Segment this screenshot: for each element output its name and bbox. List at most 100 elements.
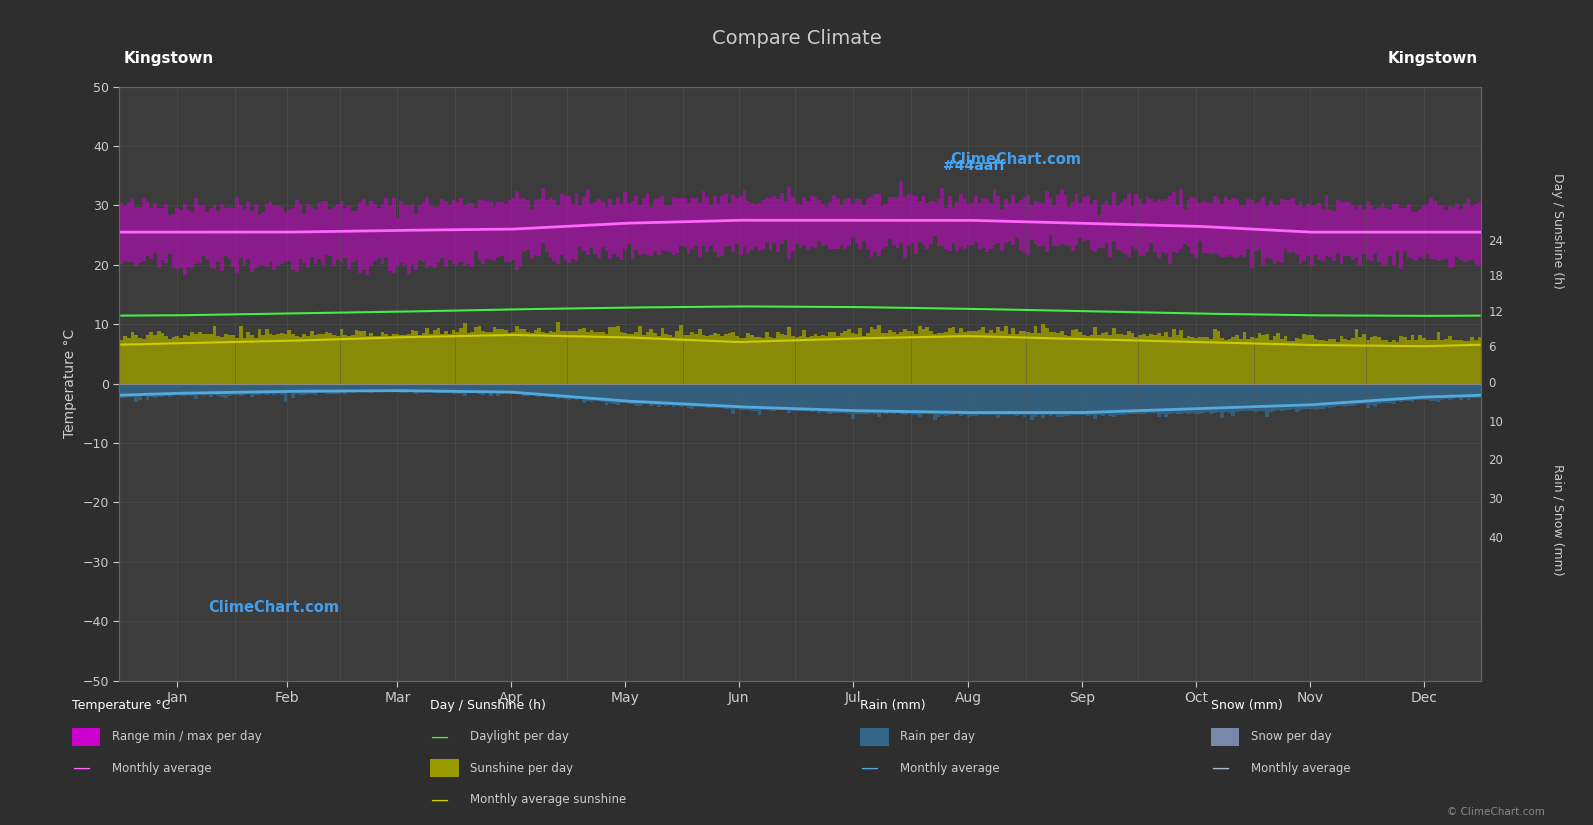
Bar — [425, 197, 429, 268]
Bar — [250, 211, 253, 272]
Bar — [1251, 337, 1254, 384]
Bar — [1145, 336, 1150, 384]
Bar — [1023, 197, 1026, 253]
Bar — [1292, 384, 1295, 409]
Bar — [314, 209, 317, 264]
Bar — [1437, 384, 1440, 402]
Bar — [1228, 384, 1231, 412]
Bar — [1262, 384, 1265, 411]
Bar — [601, 202, 605, 247]
Bar — [1137, 200, 1142, 256]
Bar — [650, 384, 653, 406]
Bar — [325, 384, 328, 394]
Bar — [350, 210, 355, 262]
Bar — [1362, 334, 1365, 384]
Bar — [881, 206, 884, 248]
Bar — [870, 384, 873, 413]
Bar — [884, 384, 889, 414]
Bar — [1295, 205, 1298, 255]
Bar — [1306, 204, 1309, 257]
Bar — [276, 334, 280, 384]
Bar — [559, 384, 564, 398]
Bar — [511, 332, 515, 384]
Bar — [851, 333, 854, 384]
Bar — [1287, 342, 1292, 384]
Bar — [500, 328, 503, 384]
Bar — [306, 204, 309, 268]
Bar — [1440, 384, 1445, 400]
Bar — [865, 333, 870, 384]
Bar — [1351, 338, 1354, 384]
Bar — [970, 331, 973, 384]
Text: —: — — [860, 759, 878, 777]
Bar — [298, 337, 303, 384]
Bar — [411, 330, 414, 384]
Bar — [1373, 210, 1376, 254]
Bar — [411, 205, 414, 265]
Bar — [1042, 203, 1045, 246]
Bar — [1109, 384, 1112, 417]
Bar — [470, 384, 475, 393]
Bar — [1082, 197, 1086, 241]
Bar — [191, 384, 194, 396]
Bar — [486, 332, 489, 384]
Bar — [378, 209, 381, 257]
Bar — [1059, 384, 1064, 417]
Bar — [1429, 199, 1434, 259]
Bar — [1284, 384, 1287, 410]
Bar — [1112, 384, 1115, 417]
Bar — [478, 327, 481, 384]
Bar — [247, 332, 250, 384]
Bar — [470, 332, 475, 384]
Bar — [1384, 384, 1388, 403]
Bar — [1059, 331, 1064, 384]
Bar — [903, 384, 906, 415]
Bar — [575, 331, 578, 384]
Bar — [1303, 334, 1306, 384]
Bar — [586, 384, 589, 400]
Bar — [1078, 384, 1082, 415]
Bar — [881, 333, 884, 384]
Bar — [548, 332, 553, 384]
Bar — [836, 336, 840, 384]
Bar — [1321, 384, 1325, 409]
Bar — [1478, 337, 1481, 384]
Bar — [350, 384, 355, 393]
Bar — [1000, 331, 1004, 384]
Bar — [1004, 199, 1008, 243]
Bar — [264, 205, 269, 267]
Bar — [217, 336, 220, 384]
Bar — [519, 328, 523, 384]
Bar — [127, 384, 131, 397]
Bar — [406, 384, 411, 392]
Bar — [959, 195, 962, 247]
Bar — [548, 384, 553, 397]
Bar — [1399, 336, 1403, 384]
Bar — [1314, 339, 1317, 384]
Bar — [825, 384, 828, 412]
Bar — [1440, 205, 1445, 260]
Bar — [239, 326, 242, 384]
Bar — [667, 336, 672, 384]
Bar — [250, 334, 253, 384]
Bar — [1120, 201, 1123, 251]
Bar — [981, 199, 984, 248]
Bar — [747, 200, 750, 252]
Bar — [1303, 384, 1306, 409]
Bar — [1015, 384, 1020, 416]
Bar — [750, 203, 753, 250]
Bar — [355, 331, 358, 384]
Bar — [1212, 196, 1217, 253]
Bar — [564, 332, 567, 384]
Bar — [1459, 340, 1462, 384]
Bar — [578, 328, 581, 384]
Bar — [717, 384, 720, 408]
Bar — [728, 384, 731, 409]
Bar — [948, 328, 951, 384]
Bar — [1437, 332, 1440, 384]
Bar — [1131, 333, 1134, 384]
Bar — [873, 195, 878, 252]
Bar — [1359, 384, 1362, 404]
Bar — [1126, 384, 1131, 414]
Bar — [1381, 204, 1384, 266]
